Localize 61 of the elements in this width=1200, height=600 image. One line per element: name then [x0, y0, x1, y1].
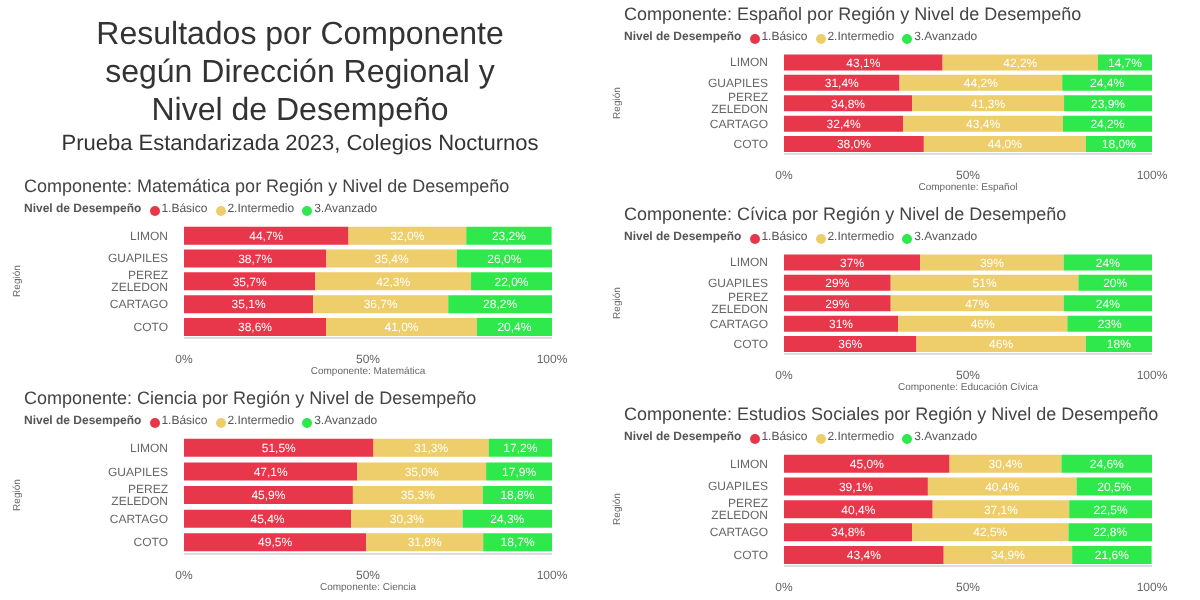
- bar: [373, 438, 489, 457]
- bar: [357, 462, 487, 481]
- bar: [184, 509, 352, 528]
- bar: [890, 274, 1079, 291]
- bar: [903, 115, 1063, 132]
- bar: [784, 115, 904, 132]
- bar: [920, 254, 1064, 271]
- text: Resultados por Componente según Dirección Regional y Nivel de Desempeño: [94, 16, 506, 130]
- bar: [313, 295, 449, 314]
- bar: [184, 438, 374, 457]
- bar: [184, 462, 358, 481]
- bar: [784, 254, 921, 271]
- bar: [184, 226, 349, 245]
- bar: [927, 477, 1077, 496]
- bar: [326, 249, 457, 268]
- bar: [184, 249, 327, 268]
- bar: [184, 295, 314, 314]
- bar: [315, 272, 472, 291]
- chart-title: Componente: Español por Región y Nivel de Desempeño: [622, 2, 1084, 28]
- bar: [184, 272, 316, 291]
- bar: [784, 74, 900, 91]
- bar: [352, 486, 483, 505]
- bar: [899, 74, 1063, 91]
- bar: [784, 454, 950, 473]
- chart-title: Componente: Cívica por Región y Nivel de Desempeño: [622, 202, 1069, 228]
- bar: [784, 336, 917, 353]
- bar: [366, 533, 484, 552]
- bar: [448, 295, 552, 314]
- bar: [784, 545, 944, 564]
- chart-title: Componente: Ciencia por Región y Nivel de Desempeño: [22, 386, 479, 412]
- bar: [184, 317, 327, 336]
- bar: [351, 509, 463, 528]
- bar: [784, 95, 913, 112]
- bar: [348, 226, 467, 245]
- bar: [784, 54, 943, 71]
- bar: [949, 454, 1062, 473]
- bar: [912, 95, 1065, 112]
- bar: [784, 315, 899, 332]
- chart-title: Componente: Estudios Sociales por Región y Nivel de Desempeño: [622, 402, 1161, 428]
- bar: [923, 136, 1086, 153]
- bar: [943, 545, 1073, 564]
- bar: [1063, 254, 1152, 271]
- bar: [890, 295, 1064, 312]
- bar: [932, 500, 1070, 519]
- bar: [916, 336, 1086, 353]
- bar: [1063, 295, 1152, 312]
- bar: [942, 54, 1098, 71]
- bar: [898, 315, 1068, 332]
- bar: [1067, 315, 1152, 332]
- bar: [326, 317, 477, 336]
- bar: [184, 486, 353, 505]
- chart-title: Componente: Matemática por Región y Nivel de Desempeño: [22, 174, 512, 200]
- bar: [184, 533, 367, 552]
- bar: [784, 274, 891, 291]
- bar: [912, 523, 1069, 542]
- bar: [784, 500, 933, 519]
- bar: [784, 523, 913, 542]
- text: Prueba Estandarizada 2023, Colegios Nocturnos: [59, 132, 541, 156]
- bar: [784, 136, 924, 153]
- bar: [784, 477, 928, 496]
- bar: [784, 295, 891, 312]
